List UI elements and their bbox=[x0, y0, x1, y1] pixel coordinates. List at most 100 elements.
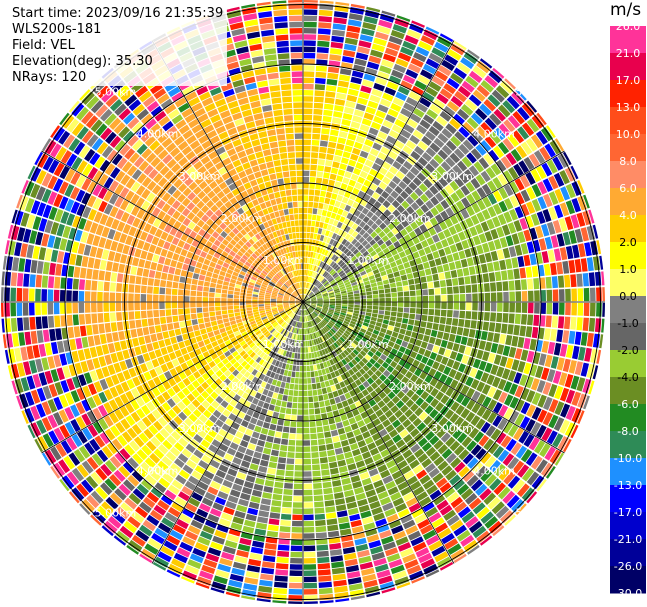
velocity-gate bbox=[358, 360, 365, 368]
velocity-gate bbox=[264, 479, 274, 487]
velocity-gate bbox=[313, 339, 317, 345]
velocity-gate bbox=[307, 321, 310, 328]
velocity-gate bbox=[384, 264, 391, 270]
velocity-gate bbox=[425, 210, 434, 220]
velocity-gate bbox=[367, 495, 379, 504]
velocity-gate bbox=[370, 214, 379, 222]
velocity-gate bbox=[344, 106, 355, 115]
velocity-gate bbox=[316, 363, 321, 370]
velocity-gate bbox=[430, 387, 439, 397]
velocity-gate bbox=[303, 434, 310, 440]
velocity-gate bbox=[515, 302, 522, 313]
velocity-gate bbox=[182, 570, 197, 581]
velocity-gate bbox=[303, 359, 307, 366]
velocity-gate bbox=[303, 588, 318, 595]
velocity-gate bbox=[347, 273, 354, 279]
velocity-gate bbox=[293, 489, 303, 496]
velocity-gate bbox=[402, 280, 409, 286]
velocity-gate bbox=[394, 140, 405, 150]
velocity-gate bbox=[509, 410, 520, 423]
velocity-gate bbox=[315, 414, 322, 421]
velocity-gate bbox=[489, 131, 501, 145]
velocity-gate bbox=[480, 452, 492, 464]
velocity-gate bbox=[347, 133, 357, 141]
velocity-gate bbox=[67, 326, 75, 339]
velocity-gate bbox=[295, 346, 299, 353]
velocity-gate bbox=[414, 277, 421, 284]
velocity-gate bbox=[183, 296, 190, 302]
velocity-gate bbox=[36, 260, 44, 274]
velocity-gate bbox=[414, 227, 422, 236]
velocity-gate bbox=[447, 49, 462, 61]
velocity-gate bbox=[315, 183, 322, 190]
velocity-gate bbox=[448, 262, 456, 271]
velocity-gate bbox=[382, 419, 391, 428]
velocity-gate bbox=[299, 328, 302, 335]
velocity-gate bbox=[519, 217, 528, 230]
velocity-gate bbox=[369, 413, 378, 421]
velocity-gate bbox=[332, 410, 340, 417]
velocity-gate bbox=[316, 307, 322, 310]
velocity-gate bbox=[304, 263, 307, 270]
velocity-gate bbox=[309, 321, 313, 327]
velocity-gate bbox=[454, 416, 465, 428]
velocity-gate bbox=[228, 313, 235, 318]
velocity-gate bbox=[384, 288, 391, 294]
velocity-gate bbox=[327, 392, 334, 399]
velocity-gate bbox=[447, 543, 462, 555]
velocity-gate bbox=[431, 517, 445, 529]
velocity-gate bbox=[372, 142, 382, 151]
velocity-gate bbox=[523, 433, 535, 448]
velocity-gate bbox=[331, 335, 337, 342]
velocity-gate bbox=[576, 273, 583, 287]
velocity-gate bbox=[246, 302, 252, 305]
velocity-gate bbox=[512, 479, 525, 493]
velocity-gate bbox=[370, 250, 377, 257]
velocity-gate bbox=[400, 129, 412, 139]
velocity-gate bbox=[311, 302, 317, 305]
velocity-gate bbox=[337, 279, 343, 285]
velocity-gate bbox=[324, 264, 330, 271]
velocity-gate bbox=[341, 324, 347, 330]
velocity-gate bbox=[444, 409, 455, 420]
velocity-gate bbox=[222, 545, 236, 555]
velocity-gate bbox=[209, 508, 222, 517]
velocity-gate bbox=[347, 325, 354, 331]
velocity-gate bbox=[455, 188, 465, 200]
velocity-gate bbox=[240, 311, 247, 315]
velocity-gate bbox=[514, 313, 521, 325]
velocity-gate bbox=[481, 409, 492, 421]
velocity-gate bbox=[582, 317, 589, 331]
velocity-gate bbox=[564, 316, 571, 330]
velocity-gate bbox=[378, 266, 386, 273]
velocity-gate bbox=[273, 587, 288, 595]
velocity-gate bbox=[287, 332, 292, 338]
velocity-gate bbox=[428, 512, 442, 523]
velocity-gate bbox=[303, 40, 316, 47]
velocity-gate bbox=[347, 88, 359, 97]
velocity-gate bbox=[157, 551, 172, 563]
velocity-gate bbox=[303, 601, 318, 604]
velocity-gate bbox=[325, 191, 332, 199]
velocity-gate bbox=[431, 47, 446, 59]
velocity-gate bbox=[411, 508, 424, 519]
velocity-gate bbox=[44, 342, 53, 356]
velocity-gate bbox=[303, 21, 317, 28]
velocity-gate bbox=[189, 553, 204, 564]
velocity-gate bbox=[565, 200, 576, 215]
velocity-gate bbox=[383, 378, 392, 386]
velocity-gate bbox=[344, 318, 351, 323]
velocity-gate bbox=[422, 91, 435, 103]
velocity-gate bbox=[91, 280, 98, 291]
velocity-gate bbox=[136, 267, 144, 276]
velocity-gate bbox=[171, 558, 186, 569]
velocity-gate bbox=[330, 385, 337, 392]
velocity-gate bbox=[317, 302, 323, 304]
velocity-gate bbox=[66, 302, 72, 314]
velocity-gate bbox=[308, 321, 311, 328]
velocity-gate bbox=[322, 327, 328, 333]
velocity-gate bbox=[553, 248, 562, 262]
velocity-gate bbox=[355, 103, 366, 112]
velocity-gate bbox=[414, 448, 425, 459]
velocity-gate bbox=[319, 322, 325, 327]
